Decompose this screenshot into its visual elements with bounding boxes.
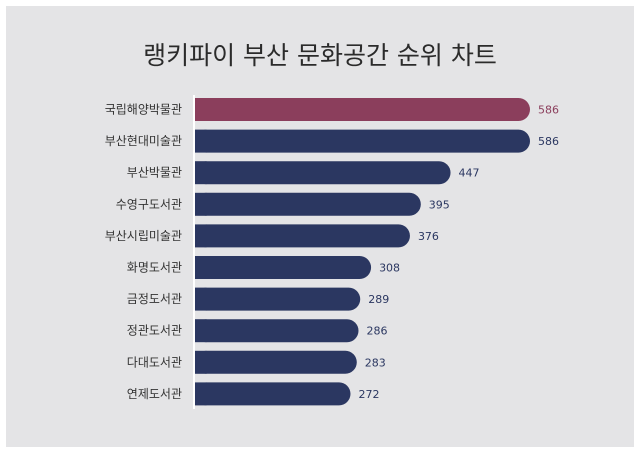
bar-left-edge xyxy=(195,224,207,248)
category-label: 수영구도서관 xyxy=(116,197,182,211)
category-label: 부산시립미술관 xyxy=(105,229,182,243)
value-label: 308 xyxy=(379,262,400,275)
bar xyxy=(195,192,421,216)
chart-title: 랭키파이 부산 문화공간 순위 차트 xyxy=(143,41,497,70)
category-label: 화명도서관 xyxy=(127,261,182,275)
value-label: 586 xyxy=(538,104,559,117)
value-label: 272 xyxy=(358,388,379,401)
category-label: 부산박물관 xyxy=(127,166,182,180)
bar-left-edge xyxy=(195,256,207,279)
bar xyxy=(195,129,530,153)
bar xyxy=(195,382,351,406)
value-label: 286 xyxy=(366,325,387,338)
bar xyxy=(195,98,530,121)
category-label: 연제도서관 xyxy=(127,387,182,401)
value-label: 376 xyxy=(418,230,439,243)
bar-left-edge xyxy=(195,129,207,153)
category-label: 다대도서관 xyxy=(127,355,182,369)
bar-left-edge xyxy=(195,161,207,185)
bar xyxy=(195,287,361,311)
value-label: 395 xyxy=(429,198,450,211)
value-label: 289 xyxy=(368,293,389,306)
category-label: 금정도서관 xyxy=(127,292,182,306)
bar-left-edge xyxy=(195,192,207,216)
bar xyxy=(195,224,410,248)
value-label: 283 xyxy=(365,356,386,369)
bar-left-edge xyxy=(195,287,207,311)
value-label: 586 xyxy=(538,135,559,148)
category-label: 국립해양박물관 xyxy=(105,103,182,117)
bar xyxy=(195,256,372,279)
category-label: 정관도서관 xyxy=(127,324,182,338)
bar xyxy=(195,161,451,185)
category-label: 부산현대미술관 xyxy=(105,134,182,148)
bar-left-edge xyxy=(195,382,207,406)
bar-left-edge xyxy=(195,98,207,121)
value-label: 447 xyxy=(459,167,480,180)
bar xyxy=(195,350,357,374)
bar-left-edge xyxy=(195,350,207,374)
bar xyxy=(195,319,359,343)
bar-left-edge xyxy=(195,319,207,343)
